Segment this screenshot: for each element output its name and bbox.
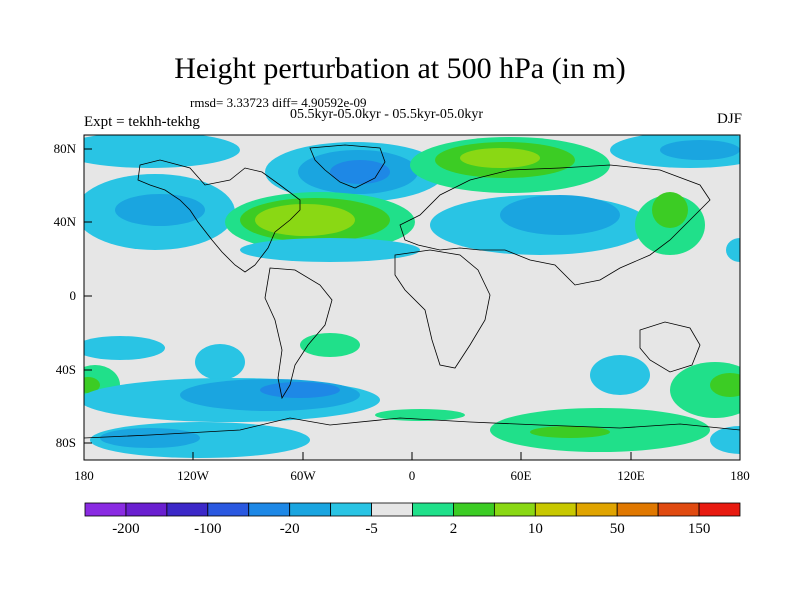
x-label-120e: 120E (617, 468, 645, 483)
pos-anomaly-east-asia-core (652, 192, 688, 228)
pos-anomaly-tasman-core (710, 373, 740, 397)
coast-greenland (309, 144, 386, 189)
period-line: 05.5kyr-05.0kyr - 05.5kyr-05.0kyr (290, 107, 484, 122)
colorbar-swatch (207, 502, 250, 517)
y-label-40n: 40N (54, 214, 77, 229)
coastlines (84, 144, 740, 439)
neg-anomaly-arctic-asia-core (660, 140, 740, 160)
coast-antarctica (84, 417, 740, 439)
neg-anomaly-arctic-band (84, 135, 240, 168)
x-axis: 180 120W 60W 0 60E 120E 180 (74, 452, 750, 483)
colorbar-label: 2 (450, 521, 458, 537)
colorbar-swatch (493, 502, 536, 517)
colorbar-swatch (412, 502, 454, 517)
colorbar-swatch (330, 502, 372, 517)
colorbar-swatch (289, 502, 332, 517)
pos-anomaly-south-america (300, 333, 360, 357)
neg-anomaly-west-pacific (726, 238, 740, 262)
colorbar-swatch (125, 502, 168, 517)
coast-australia (639, 321, 701, 373)
colorbar-label: -200 (112, 521, 140, 537)
colorbar-swatch (371, 502, 413, 517)
neg-anomaly-antarctic-pacific-core (100, 428, 200, 448)
colorbar-label: 150 (688, 521, 711, 537)
pos-anomaly-south-pacific-west-core (84, 377, 100, 393)
x-label-0: 0 (409, 468, 416, 483)
colorbar-swatch (166, 502, 209, 517)
neg-anomaly-baffin-core (330, 160, 390, 184)
neg-anomaly-antarctic-east (710, 426, 740, 454)
y-label-80s: 80S (56, 435, 76, 450)
neg-anomaly-south-pacific-2 (195, 344, 245, 380)
colorbar-label: -5 (365, 521, 378, 537)
pos-anomaly-arctic-eurasia-core (460, 148, 540, 168)
coast-north-america (137, 159, 301, 273)
neg-anomaly-southern-ocean-core (260, 382, 340, 398)
colorbar-swatch (453, 502, 495, 517)
colorbar-swatch (698, 502, 741, 517)
colorbar-swatch (657, 502, 700, 517)
y-axis: 80N 40N 0 40S 80S (54, 141, 92, 450)
neg-anomaly-south-pacific (84, 336, 165, 360)
map-title: Height perturbation at 500 hPa (in m) (174, 52, 626, 85)
coast-africa (394, 249, 491, 369)
colorbar-swatch (534, 502, 577, 517)
x-label-60e: 60E (511, 468, 532, 483)
pos-anomaly-southern-indian-core (530, 426, 610, 438)
y-label-40s: 40S (56, 362, 76, 377)
neg-anomaly-subtropical-atlantic (240, 238, 420, 262)
x-label-180w: 180 (74, 468, 94, 483)
season-label: DJF (716, 111, 742, 127)
coast-south-america (264, 267, 333, 400)
colorbar: -200 -100 -20 -5 2 10 50 150 (84, 502, 741, 537)
colorbar-swatch (616, 502, 659, 517)
colorbar-label: -20 (280, 521, 300, 537)
x-label-60w: 60W (290, 468, 316, 483)
neg-anomaly-north-pacific-core (115, 194, 205, 226)
experiment-label: Expt = tekhh-tekhg (84, 114, 200, 130)
colorbar-label: -100 (194, 521, 222, 537)
colorbar-label: 10 (528, 521, 543, 537)
neg-anomaly-eurasia-core (500, 195, 620, 235)
colorbar-swatch (248, 502, 291, 517)
stats-line: rmsd= 3.33723 diff= 4.90592e-09 (190, 95, 367, 110)
colorbar-swatch (84, 502, 127, 517)
neg-anomaly-indian-ocean (590, 355, 650, 395)
contour-field (84, 135, 740, 458)
colorbar-swatch (575, 502, 618, 517)
coast-eurasia (399, 164, 711, 286)
x-label-180e: 180 (730, 468, 750, 483)
pos-anomaly-north-atlantic-core (255, 204, 355, 236)
colorbar-label: 50 (610, 521, 625, 537)
x-label-120w: 120W (177, 468, 210, 483)
y-label-0: 0 (70, 288, 77, 303)
y-label-80n: 80N (54, 141, 77, 156)
